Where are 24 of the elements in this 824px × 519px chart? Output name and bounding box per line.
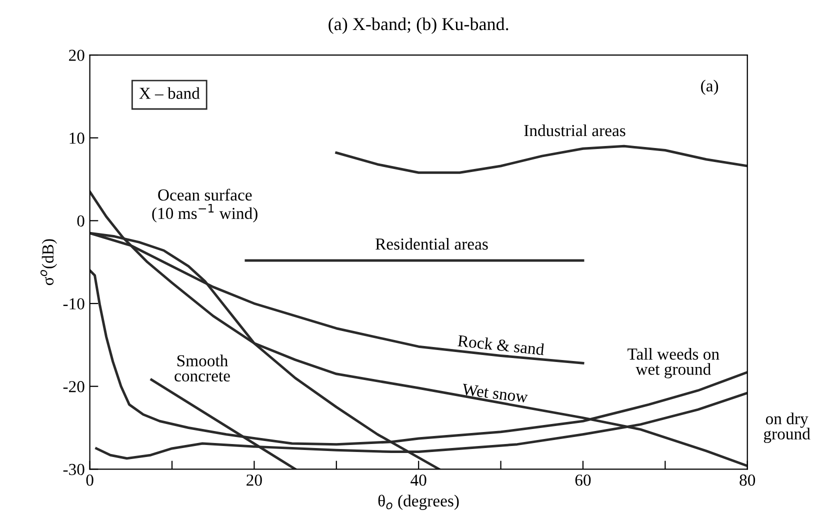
chart-title: (a) X-band; (b) Ku-band. xyxy=(328,17,508,34)
y-tick-label: 10 xyxy=(70,132,84,144)
x-tick-label: 0 xyxy=(86,474,94,486)
y-tick-label: 20 xyxy=(69,50,84,61)
series-label: Tall weeds on wet ground xyxy=(628,348,720,378)
y-tick-label: -10 xyxy=(63,298,84,310)
x-tick-label: 60 xyxy=(575,474,591,486)
series-label: Industrial areas xyxy=(524,124,626,136)
y-axis-title: σ$^{o}$(dB) xyxy=(40,239,57,286)
series-label: on dry ground xyxy=(764,412,810,443)
text: Wet snow xyxy=(462,384,528,403)
x-tick-label: 40 xyxy=(410,474,426,486)
y-tick-label: -30 xyxy=(63,464,84,476)
x-axis-title: θ$_{o}$ (degrees) xyxy=(378,494,459,510)
x-tick-label: 20 xyxy=(246,474,262,486)
y-tick-label: 0 xyxy=(77,215,84,227)
annotation: (a) xyxy=(701,80,718,95)
y-tick-label: -20 xyxy=(63,381,84,392)
x-tick-label: 80 xyxy=(740,474,756,486)
series-label: Ocean surface (10 ms$^{−1}$ wind) xyxy=(152,188,258,222)
series-label: Smooth concrete xyxy=(174,354,230,382)
series-label: Residential areas xyxy=(376,238,488,250)
text: Rock & sand xyxy=(458,334,545,356)
annotation: X – band xyxy=(139,87,200,99)
